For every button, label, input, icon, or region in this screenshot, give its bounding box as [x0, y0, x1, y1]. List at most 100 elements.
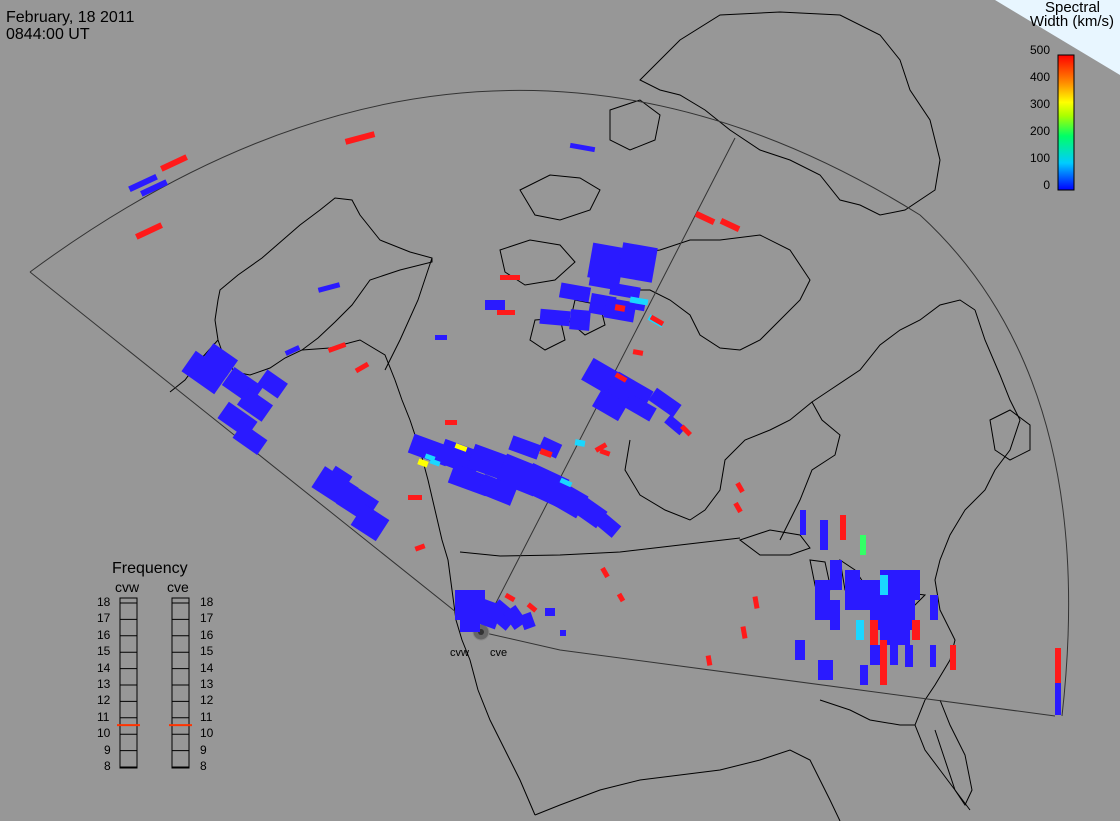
- arctic-archipelago-3: [609, 99, 661, 151]
- newfoundland: [989, 409, 1031, 461]
- backscatter-cell: [504, 592, 516, 603]
- backscatter-cell: [1055, 648, 1061, 683]
- backscatter-cell: [930, 645, 936, 667]
- backscatter-cell: [1055, 680, 1061, 715]
- backscatter-cell: [856, 620, 864, 640]
- labrador-coast: [811, 299, 976, 403]
- colorbar-title-line2: Width (km/s): [1029, 13, 1114, 30]
- backscatter-cell: [327, 342, 347, 353]
- frequency-tick-right: 13: [200, 677, 214, 691]
- backscatter-cell: [408, 495, 422, 500]
- backscatter-cell: [623, 393, 657, 422]
- backscatter-cell: [694, 211, 716, 225]
- backscatter-cell: [800, 510, 806, 535]
- backscatter-cell: [950, 645, 956, 670]
- frequency-tick-right: 9: [200, 742, 207, 757]
- backscatter-cell: [600, 566, 610, 579]
- backscatter-cell: [539, 448, 553, 458]
- frequency-tick-right: 15: [200, 644, 214, 659]
- frequency-tick-left: 17: [97, 611, 111, 626]
- backscatter-cell: [526, 602, 538, 613]
- backscatter-cell: [664, 414, 686, 436]
- backscatter-cell: [569, 309, 591, 331]
- backscatter-cell: [284, 345, 301, 356]
- backscatter-cell: [614, 372, 628, 383]
- backscatter-cell: [257, 369, 288, 399]
- backscatter-cell: [629, 296, 649, 306]
- backscatter-cell: [860, 665, 868, 685]
- backscatter-cell: [539, 308, 571, 327]
- backscatter-cell: [679, 424, 693, 437]
- fov-outer-arc: [29, 90, 1070, 717]
- backscatter-cell: [559, 477, 573, 488]
- frequency-tick-right: 11: [200, 709, 213, 724]
- backscatter-cell: [344, 131, 376, 145]
- frequency-tick-right: 8: [200, 759, 207, 773]
- backscatter-cell: [435, 335, 447, 340]
- frequency-tick-left: 10: [97, 726, 111, 741]
- frequency-tick-left: 16: [97, 627, 111, 642]
- mexico-coast: [534, 749, 841, 821]
- frequency-tick-left: 12: [97, 693, 111, 708]
- frequency-tick-left: 14: [97, 660, 111, 675]
- colorbar-tick-400: 400: [1029, 70, 1050, 84]
- boundaries: [384, 257, 741, 557]
- corner-triangle: [995, 0, 1120, 75]
- frequency-tick-right: 14: [200, 660, 214, 675]
- backscatter-cell: [569, 142, 596, 153]
- backscatter-cell: [519, 611, 536, 631]
- backscatter-cell: [485, 300, 505, 310]
- hudson-bay: [624, 401, 841, 541]
- backscatter-cell: [445, 420, 457, 425]
- baffin-island: [599, 234, 811, 351]
- backscatter-cell: [632, 349, 644, 356]
- frequency-title: Frequency: [112, 560, 188, 577]
- colorbar-tick-500: 500: [1029, 43, 1050, 57]
- frequency-tick-left: 15: [97, 644, 111, 659]
- backscatter-cell: [460, 620, 480, 632]
- backscatter-cell: [845, 570, 860, 610]
- backscatter-cell: [350, 503, 390, 542]
- colorbar-tick-200: 200: [1029, 124, 1050, 138]
- frequency-tick-right: 12: [200, 693, 214, 708]
- backscatter-cell: [558, 282, 592, 303]
- backscatter-cell: [588, 507, 622, 538]
- frequency-tick-right: 10: [200, 726, 214, 741]
- backscatter-cell: [912, 620, 920, 640]
- backscatter-cell: [830, 600, 840, 630]
- backscatter-cell: [719, 218, 741, 232]
- alaska-canada-border: [384, 257, 433, 371]
- frequency-tick-left: 11: [97, 709, 110, 724]
- backscatter-cell: [454, 443, 468, 452]
- frequency-tick-right: 18: [200, 595, 214, 609]
- backscatter-cell: [930, 595, 938, 620]
- backscatter-cell: [614, 304, 626, 312]
- backscatter-cell: [870, 645, 880, 665]
- backscatter-cell: [128, 173, 158, 193]
- fov-east-edge: [480, 631, 1056, 717]
- cvw-frequency-box: [119, 597, 138, 769]
- great-lakes-superior: [738, 529, 811, 556]
- backscatter-cell: [327, 465, 353, 490]
- cve-label: cve: [167, 579, 189, 595]
- backscatter-cells: [128, 131, 1061, 715]
- colorbar-tick-0: 0: [1043, 178, 1050, 192]
- backscatter-cell: [795, 640, 805, 660]
- backscatter-cell: [735, 481, 745, 494]
- backscatter-cell: [599, 448, 611, 457]
- frequency-tick-right: 16: [200, 627, 214, 642]
- backscatter-cell: [740, 626, 748, 639]
- backscatter-cell: [537, 436, 563, 459]
- canada-us-border: [459, 537, 741, 557]
- colorbar-tick-100: 100: [1029, 151, 1050, 165]
- west-coast-south: [477, 689, 536, 816]
- backscatter-cell: [616, 592, 626, 603]
- pacific-northwest-coast: [301, 339, 479, 691]
- date-label: February, 18 2011: [6, 9, 135, 26]
- backscatter-cell: [135, 222, 163, 240]
- frequency-boxes: [119, 597, 190, 769]
- backscatter-cell: [880, 575, 888, 595]
- backscatter-cell: [592, 388, 628, 422]
